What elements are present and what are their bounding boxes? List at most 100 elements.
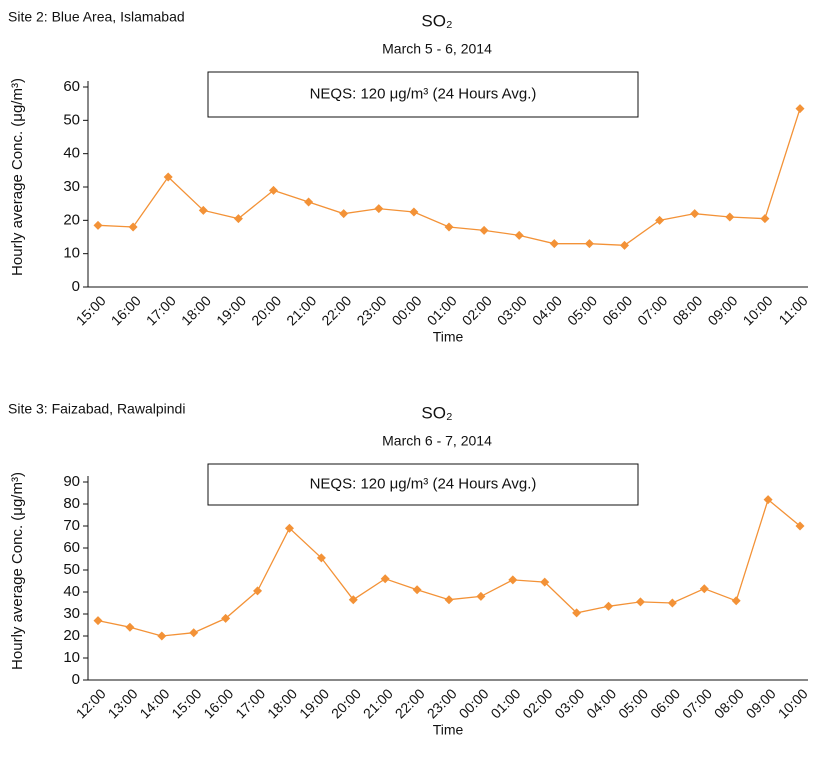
x-tick-label: 06:00: [599, 292, 635, 328]
data-point: [444, 595, 454, 605]
y-tick-label: 30: [63, 178, 80, 195]
data-point: [316, 553, 326, 563]
y-tick-label: 20: [63, 627, 80, 644]
data-point: [760, 214, 770, 224]
annotation: NEQS: 120 μg/m³ (24 Hours Avg.): [310, 475, 537, 492]
data-point: [540, 577, 550, 587]
x-tick-label: 10:00: [740, 292, 776, 328]
data-point: [667, 598, 677, 608]
data-line: [97, 498, 801, 637]
site-label: Site 3: Faizabad, Rawalpindi: [8, 401, 185, 417]
data-point: [479, 225, 489, 235]
x-tick-label: 05:00: [615, 685, 651, 721]
data-point: [374, 204, 384, 214]
x-tick-label: 18:00: [264, 685, 300, 721]
x-tick-label: 00:00: [456, 685, 492, 721]
data-point: [476, 591, 486, 601]
data-point: [157, 631, 167, 641]
x-tick-label: 06:00: [647, 685, 683, 721]
data-point: [189, 628, 199, 638]
y-axis-label: Hourly average Conc. (μg/m³): [9, 78, 26, 276]
data-point: [269, 185, 278, 195]
chart-subtitle: March 6 - 7, 2014: [382, 433, 492, 449]
data-point: [253, 586, 263, 596]
data-point: [348, 595, 358, 605]
y-tick-label: 60: [63, 78, 80, 95]
x-tick-label: 10:00: [775, 685, 811, 721]
x-tick-label: 20:00: [328, 685, 364, 721]
x-tick-label: 20:00: [248, 292, 284, 328]
data-point: [412, 585, 422, 595]
data-point: [549, 239, 559, 249]
data-point: [604, 601, 614, 611]
data-point: [93, 616, 103, 626]
x-tick-label: 02:00: [519, 685, 555, 721]
x-tick-label: 04:00: [583, 685, 619, 721]
x-axis-label: Time: [433, 722, 464, 738]
x-tick-label: 19:00: [296, 685, 332, 721]
x-tick-label: 16:00: [200, 685, 236, 721]
x-tick-label: 03:00: [551, 685, 587, 721]
annotation: NEQS: 120 μg/m³ (24 Hours Avg.): [310, 85, 537, 102]
data-point: [584, 239, 594, 249]
x-tick-label: 03:00: [494, 292, 530, 328]
x-tick-label: 17:00: [232, 685, 268, 721]
x-tick-label: 00:00: [389, 292, 425, 328]
x-tick-label: 17:00: [143, 292, 179, 328]
data-point: [93, 220, 103, 230]
x-tick-label: 21:00: [360, 685, 396, 721]
data-point: [795, 104, 805, 114]
y-tick-label: 10: [63, 649, 80, 666]
data-point: [699, 584, 709, 594]
x-tick-label: 22:00: [392, 685, 428, 721]
chart-title: SO₂: [421, 11, 452, 30]
data-point: [795, 521, 805, 531]
data-point: [198, 205, 208, 215]
data-point: [514, 230, 524, 240]
x-tick-label: 15:00: [73, 292, 109, 328]
y-tick-label: 0: [72, 671, 80, 688]
chart-title: SO₂: [421, 403, 452, 422]
data-point: [409, 207, 419, 217]
y-tick-label: 80: [63, 495, 80, 512]
y-tick-label: 50: [63, 111, 80, 128]
y-tick-label: 40: [63, 583, 80, 600]
y-tick-label: 60: [63, 539, 80, 556]
data-point: [572, 608, 582, 618]
y-tick-label: 50: [63, 561, 80, 578]
x-tick-label: 07:00: [634, 292, 670, 328]
x-tick-label: 23:00: [353, 292, 389, 328]
data-point: [635, 597, 645, 607]
x-axis-label: Time: [433, 329, 464, 345]
x-tick-label: 07:00: [679, 685, 715, 721]
x-tick-label: 09:00: [743, 685, 779, 721]
data-point: [763, 495, 773, 505]
x-tick-label: 05:00: [564, 292, 600, 328]
data-point: [304, 197, 314, 207]
data-point: [284, 523, 294, 533]
annotation-box: [207, 71, 639, 118]
x-tick-label: 18:00: [178, 292, 214, 328]
y-tick-label: 40: [63, 145, 80, 162]
data-point: [655, 215, 665, 225]
x-tick-label: 08:00: [669, 292, 705, 328]
data-point: [339, 209, 349, 219]
data-point: [125, 622, 135, 632]
x-tick-label: 04:00: [529, 292, 565, 328]
x-tick-label: 12:00: [73, 685, 109, 721]
y-axis-label: Hourly average Conc. (μg/m³): [9, 472, 26, 670]
x-tick-label: 23:00: [424, 685, 460, 721]
data-point: [620, 240, 629, 250]
x-tick-label: 15:00: [168, 685, 204, 721]
data-point: [725, 212, 735, 222]
y-tick-label: 10: [63, 245, 80, 262]
x-tick-label: 14:00: [136, 685, 172, 721]
data-point: [731, 596, 741, 606]
x-tick-label: 21:00: [283, 292, 319, 328]
annotation-box: [207, 463, 639, 506]
data-point: [444, 222, 454, 232]
y-tick-label: 90: [63, 473, 80, 490]
data-point: [690, 209, 700, 219]
x-tick-label: 19:00: [213, 292, 249, 328]
